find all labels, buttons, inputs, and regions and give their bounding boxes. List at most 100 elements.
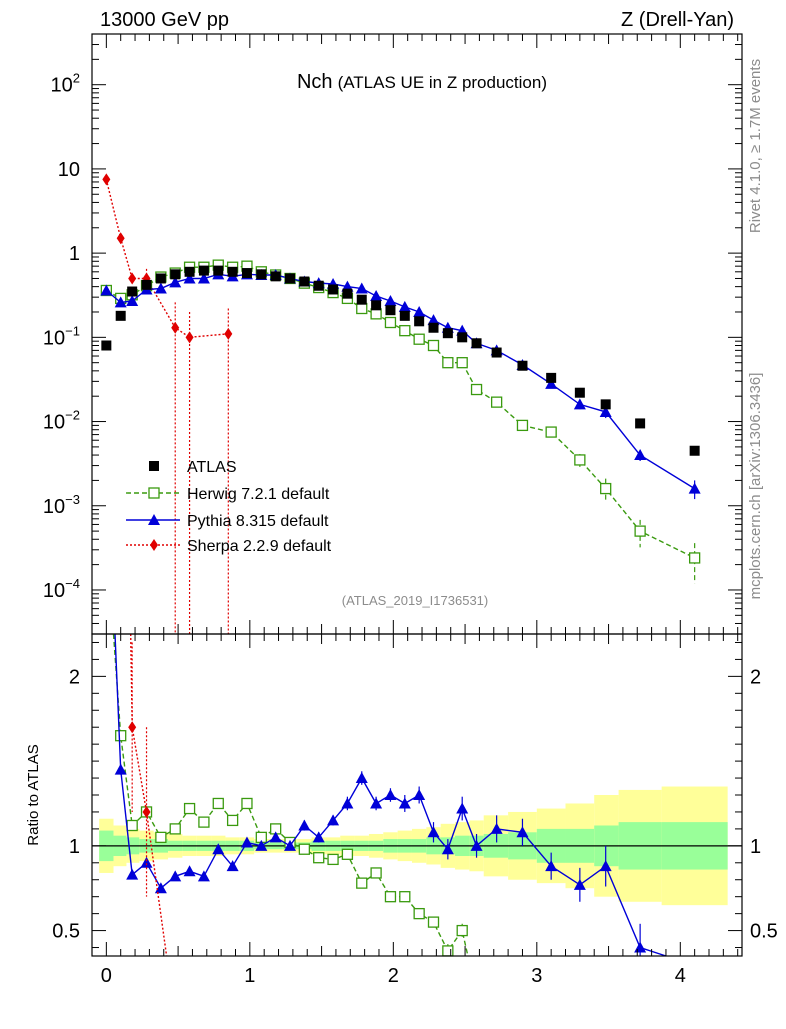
legend-item-pythia: Pythia 8.315 default bbox=[126, 513, 329, 530]
pythia-ratio-point bbox=[545, 860, 558, 872]
atlas-point bbox=[127, 286, 138, 297]
pythia-ratio-point bbox=[284, 839, 297, 851]
pythia-ratio-point bbox=[384, 789, 397, 800]
atlas-point bbox=[213, 265, 224, 276]
pythia-ratio-point bbox=[370, 797, 383, 809]
x-tick-label: 2 bbox=[388, 965, 399, 987]
x-tick-label: 1 bbox=[244, 965, 255, 987]
herwig-ratio-point bbox=[399, 891, 411, 903]
atlas-point bbox=[198, 265, 209, 276]
x-tick-label: 4 bbox=[675, 965, 686, 987]
herwig-ratio-point bbox=[198, 816, 210, 828]
atlas-point bbox=[115, 310, 126, 321]
herwig-ratio-line bbox=[112, 633, 469, 957]
atlas-point bbox=[101, 340, 112, 351]
y-tick-label-exp: −2 bbox=[65, 408, 80, 423]
atlas-point bbox=[689, 445, 700, 456]
ratio-y-tick-label: 0.5 bbox=[52, 921, 80, 943]
herwig-point bbox=[516, 419, 529, 432]
pythia-point bbox=[413, 305, 426, 317]
y-tick-label: 10−2 bbox=[43, 408, 80, 434]
herwig-point bbox=[356, 302, 368, 315]
legend-marker-atlas bbox=[149, 461, 159, 471]
atlas-point bbox=[313, 280, 324, 291]
y-tick-label: 10−3 bbox=[43, 492, 80, 518]
atlas-point bbox=[299, 276, 310, 287]
atlas-point bbox=[141, 279, 152, 290]
pythia-point bbox=[688, 482, 701, 494]
plot-title-sub: (ATLAS UE in Z production) bbox=[338, 73, 547, 92]
herwig-ratio-point bbox=[183, 802, 196, 815]
sherpa-point bbox=[185, 331, 194, 344]
atlas-point bbox=[385, 305, 396, 316]
pythia-ratio-point bbox=[212, 843, 225, 855]
pythia-ratio-point bbox=[490, 822, 503, 834]
header-left: 13000 GeV pp bbox=[100, 9, 229, 31]
pythia-ratio-point bbox=[441, 843, 454, 855]
legend-label: Herwig 7.2.1 default bbox=[187, 486, 330, 503]
herwig-point bbox=[413, 333, 425, 345]
pythia-point bbox=[154, 282, 167, 294]
herwig-point bbox=[370, 308, 382, 320]
pythia-point bbox=[545, 377, 558, 389]
herwig-point bbox=[399, 325, 411, 337]
legend-marker-sherpa bbox=[150, 539, 158, 551]
pythia-ratio-point bbox=[255, 839, 268, 851]
y-tick-label-base: 10 bbox=[51, 75, 73, 97]
sherpa-ratio-point bbox=[142, 805, 151, 818]
atlas-point bbox=[342, 288, 353, 299]
y-tick-label-base: 1 bbox=[69, 243, 80, 265]
atlas-point bbox=[356, 294, 367, 305]
pythia-point bbox=[599, 405, 612, 417]
pythia-point bbox=[384, 295, 397, 307]
pythia-point bbox=[634, 449, 647, 461]
herwig-ratio-point bbox=[327, 853, 339, 866]
atlas-point bbox=[227, 266, 238, 277]
herwig-point bbox=[574, 454, 586, 466]
atlas-point bbox=[270, 271, 281, 282]
atlas-point bbox=[170, 269, 181, 280]
herwig-ratio-point bbox=[126, 819, 138, 832]
herwig-point bbox=[545, 426, 557, 438]
atlas-point bbox=[241, 268, 252, 279]
herwig-ratio-point bbox=[370, 867, 382, 879]
y-tick-label: 10−4 bbox=[43, 576, 80, 602]
legend-label: Sherpa 2.2.9 default bbox=[187, 538, 332, 555]
atlas-point bbox=[517, 360, 528, 371]
herwig-point bbox=[456, 357, 468, 369]
y-tick-label: 10 bbox=[58, 159, 80, 181]
sherpa-ratio-point bbox=[128, 721, 137, 734]
plot-title: Nch (ATLAS UE in Z production) bbox=[297, 71, 547, 93]
y-tick-label-base: 10 bbox=[43, 327, 65, 349]
pythia-point bbox=[573, 398, 586, 410]
pythia-ratio-point bbox=[427, 826, 440, 838]
herwig-ratio-point bbox=[341, 848, 354, 860]
herwig-point bbox=[688, 552, 701, 564]
pythia-line bbox=[105, 273, 695, 490]
sherpa-point bbox=[116, 232, 125, 245]
pythia-ratio-point bbox=[413, 789, 426, 800]
herwig-point bbox=[600, 482, 612, 495]
y-tick-label-base: 10 bbox=[43, 580, 65, 602]
pythia-ratio-point bbox=[140, 856, 153, 868]
header-right: Z (Drell-Yan) bbox=[621, 9, 734, 31]
herwig-point bbox=[634, 525, 646, 537]
legend: ATLAS Herwig 7.2.1 default Pythia 8.315 … bbox=[126, 459, 332, 555]
pythia-ratio-point bbox=[298, 819, 311, 831]
legend-marker-pythia bbox=[148, 514, 160, 525]
pythia-ratio-line bbox=[114, 633, 667, 957]
atlas-point bbox=[574, 387, 585, 398]
herwig-ratio-point bbox=[413, 907, 425, 920]
y-tick-label: 10−1 bbox=[43, 323, 80, 349]
herwig-point bbox=[427, 339, 440, 352]
pythia-ratio-point bbox=[169, 870, 182, 882]
atlas-point bbox=[442, 328, 453, 339]
pythia-point bbox=[427, 314, 440, 326]
herwig-ratio-point bbox=[298, 843, 311, 855]
atlas-point bbox=[428, 322, 439, 333]
sherpa-point bbox=[102, 173, 111, 186]
pythia-ratio-point bbox=[634, 941, 647, 953]
atlas-point bbox=[546, 372, 557, 383]
legend-item-sherpa: Sherpa 2.2.9 default bbox=[126, 538, 332, 555]
